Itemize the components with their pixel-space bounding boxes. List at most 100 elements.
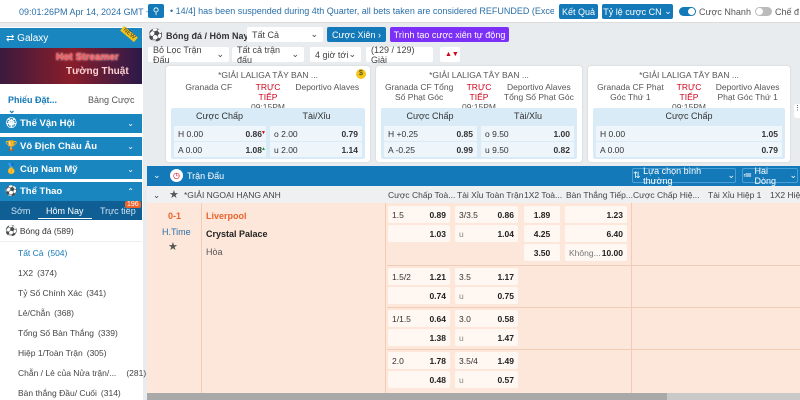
line: -0.25 [395,144,415,155]
handicap-away[interactable]: 0.74 [388,287,450,304]
handicap-away[interactable]: 1.38 [388,329,450,346]
featured-match-card[interactable]: *GIẢI LALIGA TÂY BAN ... Granada CF Phạt … [588,66,790,162]
under[interactable]: u 0.57 [455,371,518,388]
over-under-odds[interactable]: u 9.50 0.82 [481,142,574,157]
over-under-odds[interactable]: o 9.50 1.00 [481,126,574,141]
odds-change-icon[interactable]: ▲▼ [440,47,460,62]
handicap-odds[interactable]: H 0.00 0.86 ▼ [174,126,266,141]
search-icon: ⚲ [152,5,160,16]
ou-line: 3.5 [459,271,471,282]
handicap-odds[interactable]: A 0.00 1.08 ▲ [174,142,266,157]
over[interactable]: 3.5 1.17 [455,268,518,285]
handicap-line: H 0.00 [178,129,203,139]
market-item[interactable]: Lẻ/Chẵn (368) [18,308,74,318]
clear-filter-dropdown[interactable]: Bỏ Lọc Trận Đấu ⌄ [148,45,229,65]
quick-bet-toggle[interactable] [679,7,696,16]
sport-football[interactable]: ⚽ Bóng đá (589) [0,221,142,242]
chevron-down-icon[interactable]: ⌄ [153,190,161,200]
handicap-odds[interactable]: H 0.00 1.05 [596,126,782,141]
star-icon[interactable]: ★ [169,189,179,201]
match-status: TRỰC TIẾP 09:15PM [669,82,709,112]
chevron-down-icon: ⌄ [310,29,318,39]
line: 2.00 [281,144,298,155]
featured-match-card[interactable]: *GIẢI LALIGA TÂY BAN ... Granada CF Deport… [166,66,370,162]
handicap-away[interactable]: 1.03 [388,225,450,242]
market-item[interactable]: Hiệp 1/Toàn Trận (305) [18,348,107,358]
under[interactable]: u 0.75 [455,287,518,304]
over-under-odds[interactable]: o 2.00 0.79 [270,126,362,141]
over[interactable]: 3.0 0.58 [455,310,518,327]
handicap-odds[interactable]: H +0.25 0.85 [384,126,477,141]
sort-dropdown[interactable]: ⇅ Lựa chọn bình thường ⌄ [632,165,736,186]
league-name: *GIẢI LALIGA TÂY BAN ... [429,70,529,80]
chevron-down-icon: ⌄ [291,49,299,59]
odds-value: 1.08 [245,144,262,155]
leagues-filter[interactable]: (129 / 129) Giải [366,45,433,65]
horizontal-scrollbar[interactable] [147,393,800,400]
side: o [485,128,490,139]
sidebar-item-copa-america[interactable]: 🥇 Cúp Nam Mỹ ⌄ [0,160,142,179]
odds-1x2[interactable]: 1.89 [524,206,560,223]
odds-type-dropdown[interactable]: Tỷ lệ cược CN ⌄ [602,4,673,19]
market-item[interactable]: 1X2 (374) [18,268,57,278]
parlay-button[interactable]: Cược Xiên › [327,27,386,42]
handicap-home[interactable]: 1.5 0.89 [388,206,450,223]
market-item[interactable]: Chẵn / Lẻ của Nửa trận/... (281) [18,368,146,378]
auto-parlay-button[interactable]: Trình tạo cược xiên tự động [390,27,509,42]
handicap-away[interactable]: 0.48 [388,371,450,388]
time-range-dropdown[interactable]: 4 giờ tới ⌄ [310,47,361,62]
cashout-icon[interactable]: $ [356,69,366,79]
ou-line: u 9.50 [485,145,509,155]
sidebar-item-sports[interactable]: ⚽ Thể Thao ⌃ [0,182,142,201]
filter-select[interactable]: Tất Cả ⌄ [247,27,323,42]
row-divider [387,265,800,266]
hot-streamer-banner[interactable]: Hot Streamer Tường Thuật [0,48,142,84]
featured-match-card[interactable]: *GIẢI LALIGA TÂY BAN ... Granada CF Tổng … [376,66,582,162]
market-count: (368) [54,308,74,318]
results-button[interactable]: Kết Quả [559,4,598,19]
handicap-home[interactable]: 1.5/2 1.21 [388,268,450,285]
away-team: Deportivo Alaves Phạt Góc Thứ 1 [715,82,780,102]
sidebar-item-olympics[interactable]: 🏵 Thế Vận Hội ⌄ [0,114,142,133]
tab-bet-list[interactable]: Bảng Cược [88,95,135,105]
galaxy-bar[interactable]: ⇄ Galaxy NEW [0,25,142,48]
favorite-star-icon[interactable]: ★ [168,241,178,253]
away-team[interactable]: Crystal Palace [206,229,268,239]
sidebar-item-euro[interactable]: 🏆 Vô Địch Châu Âu ⌄ [0,137,142,156]
handicap-home[interactable]: 2.0 1.78 [388,352,450,369]
market-item[interactable]: Tổng Số Bàn Thắng (339) [18,328,118,338]
news-ticker[interactable]: • 14/4] has been suspended during 4th Qu… [170,6,554,16]
under[interactable]: u 1.47 [455,329,518,346]
mode-toggle[interactable] [755,7,772,16]
odds-1x2[interactable]: 4.25 [524,225,560,242]
handicap-odds[interactable]: A 0.00 0.79 [596,142,782,157]
auto-parlay-label: Trình tạo cược xiên tự động [393,29,506,40]
over[interactable]: 3/3.5 0.86 [455,206,518,223]
market-item[interactable]: Tỷ Số Chính Xác (341) [18,288,106,298]
market-item[interactable]: Bàn thắng Đầu/ Cuối (314) [18,388,121,398]
odds-1x2[interactable]: 3.50 [524,244,560,261]
next-goal-odds[interactable]: 6.40 [565,225,627,242]
next-goal-none[interactable]: Không... 10.00 [565,244,627,261]
market-item[interactable]: Tất Cả (504) [18,248,67,258]
over-under-odds[interactable]: u 2.00 1.14 [270,142,362,157]
sports-icon: ⚽ [5,186,18,197]
over[interactable]: 3.5/4 1.49 [455,352,518,369]
view-dropdown[interactable]: ≔ Hai Dòng ⌄ [742,165,798,186]
under[interactable]: u 1.04 [455,225,518,242]
side: u [274,144,279,155]
home-team[interactable]: Liverpool [206,211,247,221]
live-label: TRỰC TIẾP [676,82,702,102]
handicap-odds[interactable]: A -0.25 0.99 [384,142,477,157]
odds-value: 6.40 [606,228,623,239]
tab-early[interactable]: Sớm [11,206,31,216]
side: H [600,128,607,139]
next-goal-odds[interactable]: 1.23 [565,206,627,223]
handicap-home[interactable]: 1/1.5 0.64 [388,310,450,327]
tab-live[interactable]: Trực tiếp [100,206,136,216]
all-matches-dropdown[interactable]: Tất cả trận đấu ⌄ [232,45,304,65]
collapse-icon[interactable]: ⌄ [153,170,161,180]
search-button[interactable]: ⚲ [148,4,164,18]
tab-today[interactable]: Hôm Nay [38,206,92,219]
carousel-next-button[interactable]: ⋮ [794,104,800,118]
